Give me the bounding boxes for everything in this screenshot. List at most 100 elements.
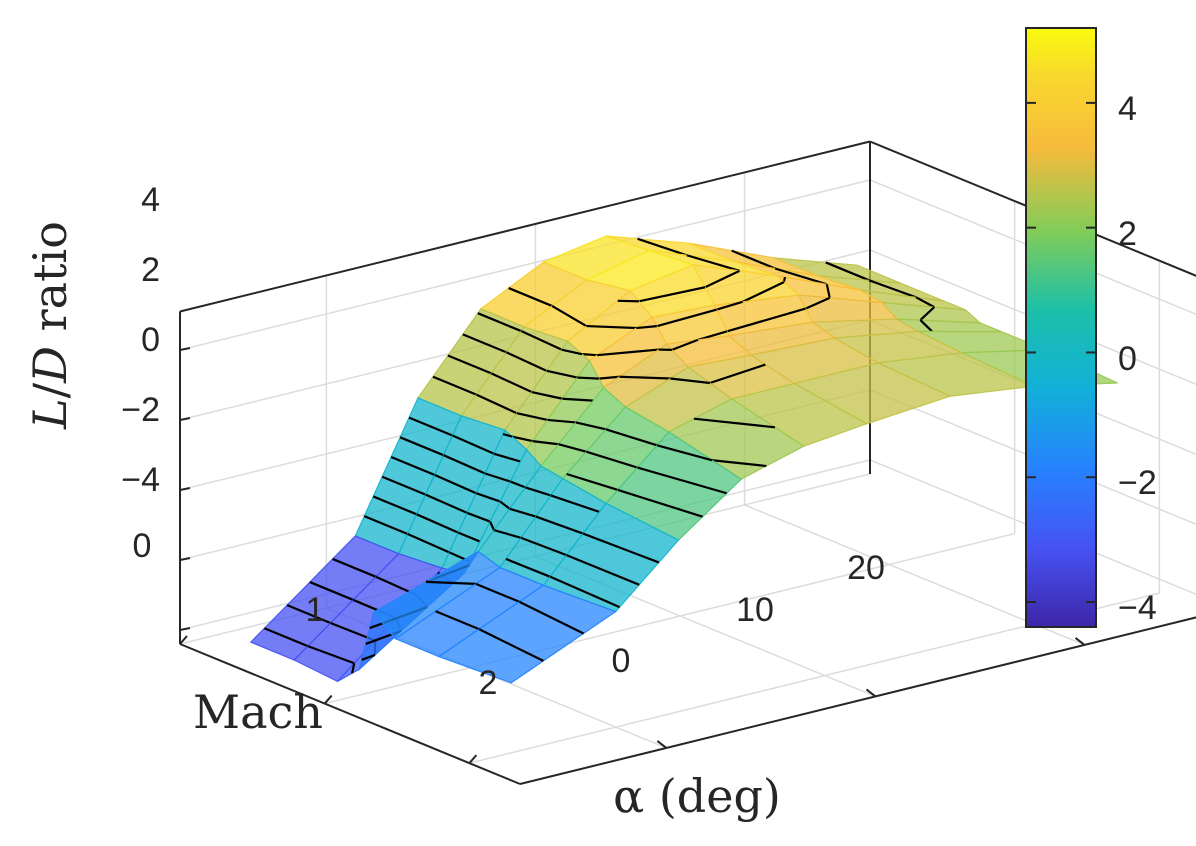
contour-line <box>686 254 740 272</box>
z-tick-label: −2 <box>121 391 160 429</box>
contour-line <box>619 375 671 380</box>
contour-line <box>361 653 376 661</box>
contour-line <box>598 375 620 380</box>
contour-line <box>585 450 638 469</box>
contour-line <box>475 582 520 603</box>
contour-line <box>805 296 831 310</box>
contour-line <box>466 511 491 523</box>
contour-line <box>636 325 657 330</box>
contour-line <box>575 421 607 431</box>
contour-line <box>868 279 917 299</box>
mach-tick <box>179 635 188 645</box>
contour-line <box>520 330 563 351</box>
y-axis-label: α (deg) <box>613 769 781 823</box>
contour-line <box>434 473 477 495</box>
contour-line <box>577 376 599 380</box>
contour-line <box>731 249 776 270</box>
contour-line <box>475 393 518 415</box>
contour-line <box>263 627 309 648</box>
contour-line <box>638 286 706 303</box>
grid-line <box>179 179 871 351</box>
contour-line <box>531 390 563 400</box>
contour-line <box>390 456 435 476</box>
contour-line <box>597 348 659 357</box>
contour-line <box>520 536 567 557</box>
contour-line <box>825 261 870 282</box>
contour-line <box>561 348 583 356</box>
x-tick-label: 2 <box>479 664 498 702</box>
contour-line <box>919 306 936 321</box>
contour-line <box>656 308 718 328</box>
contour-line <box>709 363 766 385</box>
x-tick-label: 0 <box>133 527 152 565</box>
alpha-axis-line <box>519 616 1196 785</box>
alpha-tick <box>1074 637 1086 646</box>
contour-line <box>452 434 495 455</box>
contour-line <box>511 435 533 443</box>
contour-line <box>524 486 552 497</box>
contour-line <box>425 493 468 514</box>
contour-line <box>551 304 587 328</box>
contour-line <box>605 428 658 447</box>
contour-line <box>407 533 450 554</box>
y-tick-label: 0 <box>612 642 631 680</box>
contour-line <box>416 513 459 534</box>
contour-line <box>457 531 481 543</box>
surface-mesh <box>249 235 1118 684</box>
axis-ticks <box>179 347 1086 764</box>
z-tick <box>179 487 191 491</box>
contour-line <box>509 507 537 518</box>
contour-line <box>742 281 785 303</box>
contour-line <box>581 353 598 357</box>
contour-line <box>286 604 331 625</box>
y-tick-label: 20 <box>847 549 885 587</box>
contour-line <box>484 472 511 483</box>
z-tick-label: 2 <box>141 251 160 289</box>
contour-line <box>490 372 533 394</box>
contour-line <box>656 444 713 462</box>
contour-line <box>408 416 453 437</box>
contour-line <box>558 443 587 453</box>
contour-line <box>493 452 521 463</box>
colorbar-tick-label: 2 <box>1118 215 1137 253</box>
y-tick-label: 10 <box>736 591 774 629</box>
contour-line <box>307 645 355 665</box>
z-tick <box>179 557 191 561</box>
colorbar-ticks <box>1026 101 1096 604</box>
colorbar-tick-label: −2 <box>1118 464 1157 502</box>
contour-line <box>475 492 501 503</box>
contour-line <box>712 459 767 468</box>
contour-line <box>617 488 703 518</box>
z-tick <box>179 417 191 421</box>
z-label-slash: / <box>23 382 77 398</box>
contour-line <box>546 369 578 379</box>
contour-line <box>637 466 728 495</box>
contour-line <box>499 500 511 510</box>
contour-line <box>550 494 600 514</box>
contour-line <box>381 475 427 496</box>
contour-line <box>637 237 688 257</box>
colorbar-tick-label: −4 <box>1118 589 1157 627</box>
contour-line <box>697 330 728 341</box>
z-label-numerator: L <box>23 398 77 430</box>
contour-line <box>716 300 743 311</box>
contour-line <box>493 529 522 539</box>
colorbar-tick-label: 0 <box>1118 340 1137 378</box>
contour-line <box>919 319 933 333</box>
z-tick-label: 0 <box>141 321 160 359</box>
contour-line <box>509 480 526 489</box>
z-tick <box>179 347 191 351</box>
z-tick <box>179 627 191 631</box>
contour-line <box>309 581 354 601</box>
contour-line <box>704 269 740 289</box>
contour-line <box>518 600 585 635</box>
x-tick-label: 1 <box>306 591 325 629</box>
alpha-tick <box>865 688 877 698</box>
contour-line <box>586 324 637 330</box>
contour-line <box>477 312 522 333</box>
contour-line <box>582 532 660 564</box>
z-tick-label: −4 <box>121 461 160 499</box>
contour-line <box>671 338 699 351</box>
